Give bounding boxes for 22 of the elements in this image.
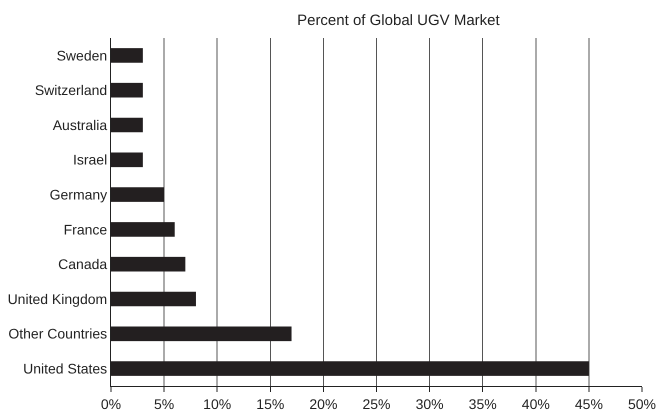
x-tick-label: 25% <box>362 396 391 412</box>
y-tick-label: Switzerland <box>34 82 108 98</box>
chart-title: Percent of Global UGV Market <box>297 12 501 30</box>
y-tick-label: Canada <box>58 256 108 272</box>
x-tick-label: 20% <box>309 396 338 412</box>
x-tick-label: 30% <box>416 396 444 412</box>
x-tick-label: 50% <box>628 396 656 412</box>
y-tick-label: Australia <box>52 116 108 133</box>
x-tick-label: 15% <box>256 396 284 412</box>
x-tick-label: 0% <box>100 396 122 412</box>
x-tick-label: 45% <box>574 396 603 412</box>
y-tick-label: France <box>64 221 108 238</box>
x-tick-label: 40% <box>522 396 550 412</box>
y-tick-label: United States <box>23 360 108 376</box>
x-tick-label: 35% <box>468 396 497 412</box>
x-tick-label: 10% <box>203 396 232 412</box>
x-tick-label: 5% <box>154 396 174 412</box>
y-tick-label: Sweden <box>56 47 108 64</box>
y-tick-label: United Kingdom <box>8 290 108 307</box>
y-tick-label: Other Countries <box>8 326 108 342</box>
y-tick-label: Israel <box>72 152 108 168</box>
y-tick-label: Germany <box>50 186 108 202</box>
